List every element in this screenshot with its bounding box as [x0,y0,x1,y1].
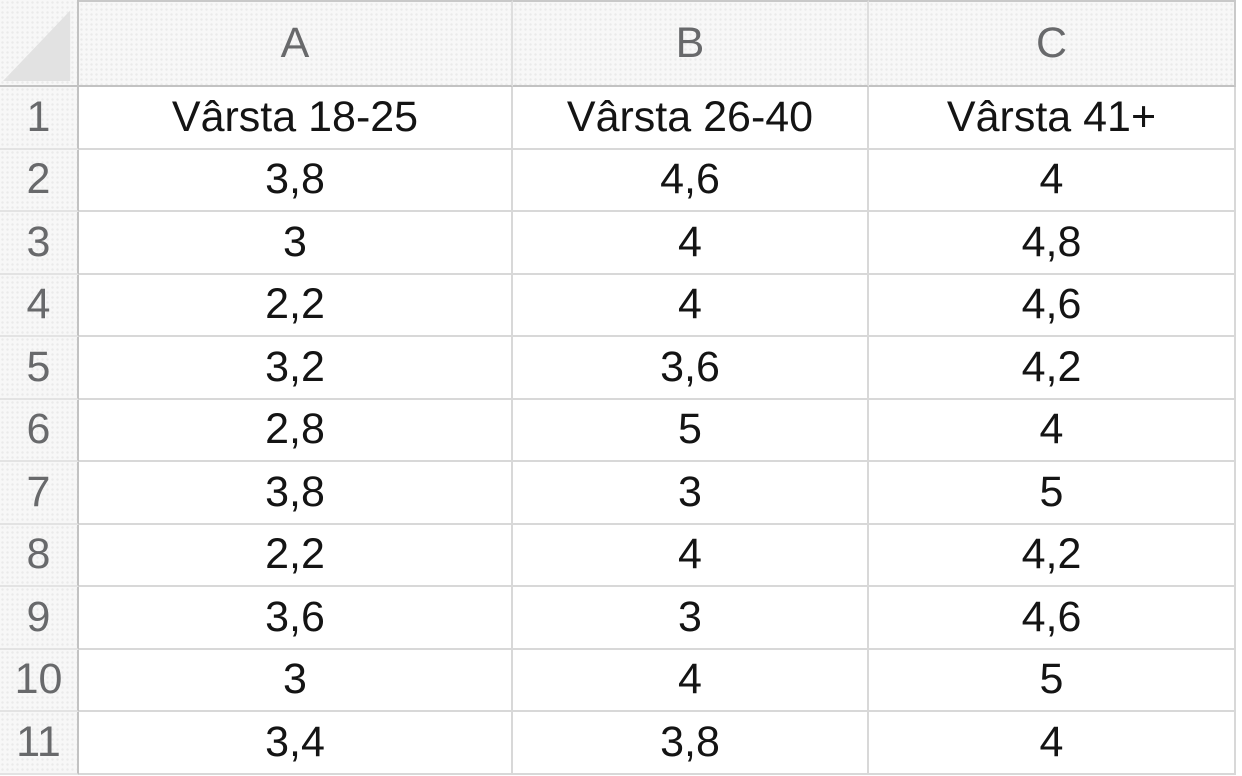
row-header-11[interactable]: 11 [0,712,79,775]
cell-A5[interactable]: 3,2 [79,337,513,400]
cell-C9[interactable]: 4,6 [869,587,1236,650]
cell-B9[interactable]: 3 [513,587,869,650]
cell-A4[interactable]: 2,2 [79,274,513,337]
column-header-B[interactable]: B [513,0,869,87]
cell-B7[interactable]: 3 [513,462,869,525]
row-header-9[interactable]: 9 [0,587,79,650]
cell-B10[interactable]: 4 [513,649,869,712]
cell-B3[interactable]: 4 [513,212,869,275]
cell-A2[interactable]: 3,8 [79,149,513,212]
cell-A7[interactable]: 3,8 [79,462,513,525]
sheet-row-5: 5 3,2 3,6 4,2 [0,337,1236,400]
cell-B2[interactable]: 4,6 [513,149,869,212]
row-header-10[interactable]: 10 [0,649,79,712]
cell-B8[interactable]: 4 [513,524,869,587]
cell-C2[interactable]: 4 [869,149,1236,212]
cell-C3[interactable]: 4,8 [869,212,1236,275]
sheet-row-11: 11 3,4 3,8 4 [0,712,1236,775]
sheet-row-10: 10 3 4 5 [0,649,1236,712]
sheet-row-3: 3 3 4 4,8 [0,212,1236,275]
row-header-7[interactable]: 7 [0,462,79,525]
sheet-row-1: 1 Vârsta 18-25 Vârsta 26-40 Vârsta 41+ [0,87,1236,150]
cell-C6[interactable]: 4 [869,399,1236,462]
cell-C1[interactable]: Vârsta 41+ [869,87,1236,150]
column-header-A[interactable]: A [79,0,513,87]
cell-C10[interactable]: 5 [869,649,1236,712]
sheet-row-2: 2 3,8 4,6 4 [0,149,1236,212]
cell-C5[interactable]: 4,2 [869,337,1236,400]
cell-C11[interactable]: 4 [869,712,1236,775]
sheet-row-7: 7 3,8 3 5 [0,462,1236,525]
column-header-C[interactable]: C [869,0,1236,87]
row-header-6[interactable]: 6 [0,399,79,462]
select-all-corner[interactable] [0,0,79,87]
cell-B5[interactable]: 3,6 [513,337,869,400]
cell-B1[interactable]: Vârsta 26-40 [513,87,869,150]
cell-A11[interactable]: 3,4 [79,712,513,775]
cell-B11[interactable]: 3,8 [513,712,869,775]
sheet-row-8: 8 2,2 4 4,2 [0,524,1236,587]
cell-C4[interactable]: 4,6 [869,274,1236,337]
cell-A9[interactable]: 3,6 [79,587,513,650]
row-header-8[interactable]: 8 [0,524,79,587]
sheet-row-4: 4 2,2 4 4,6 [0,274,1236,337]
row-header-5[interactable]: 5 [0,337,79,400]
cell-B6[interactable]: 5 [513,399,869,462]
sheet-row-6: 6 2,8 5 4 [0,399,1236,462]
cell-C8[interactable]: 4,2 [869,524,1236,587]
column-header-row: A B C [0,0,1236,87]
row-header-2[interactable]: 2 [0,149,79,212]
cell-B4[interactable]: 4 [513,274,869,337]
cell-A3[interactable]: 3 [79,212,513,275]
cell-A6[interactable]: 2,8 [79,399,513,462]
row-header-1[interactable]: 1 [0,87,79,150]
cell-A10[interactable]: 3 [79,649,513,712]
row-header-3[interactable]: 3 [0,212,79,275]
cell-C7[interactable]: 5 [869,462,1236,525]
row-header-4[interactable]: 4 [0,274,79,337]
cell-A8[interactable]: 2,2 [79,524,513,587]
sheet-row-9: 9 3,6 3 4,6 [0,587,1236,650]
cell-A1[interactable]: Vârsta 18-25 [79,87,513,150]
select-all-triangle-icon [3,10,71,81]
